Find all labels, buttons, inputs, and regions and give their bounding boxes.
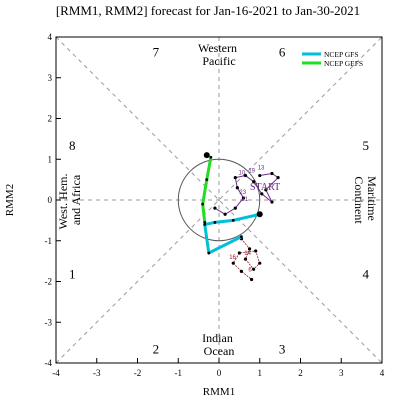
ensemble-point — [252, 267, 256, 271]
start-label: START — [250, 182, 280, 193]
ensemble-day-label: 6 — [248, 267, 252, 273]
region-labels: Western Pacific Indian Ocean Maritime Co… — [56, 41, 379, 358]
observed-track — [214, 172, 279, 215]
observed-day-label: 31 — [241, 197, 248, 203]
x-tick-label: 4 — [380, 368, 385, 378]
legend-label-gefs: NCEP GEFS — [324, 59, 363, 68]
phase-number-5: 5 — [362, 138, 369, 153]
region-label-western-pacific: Western Pacific — [198, 41, 240, 68]
observed-point — [260, 192, 264, 196]
observed-point — [241, 196, 246, 200]
x-tick-label: 2 — [298, 368, 303, 378]
legend: NCEP GFS NCEP GEFS — [302, 50, 363, 68]
ensemble-point — [239, 269, 244, 273]
series-line-gfs — [203, 212, 261, 255]
series-point-gfs — [203, 223, 207, 226]
observed-point — [235, 186, 239, 190]
x-tick-label: -4 — [52, 368, 60, 378]
observed-point — [276, 175, 280, 180]
phase-guides — [55, 36, 383, 364]
y-tick-label: -2 — [45, 277, 53, 287]
y-tick-label: 4 — [48, 32, 53, 42]
observed-day-label: 19 — [248, 168, 255, 174]
ensemble-day-label: 14 — [244, 251, 251, 257]
y-tick-label: -1 — [45, 236, 53, 246]
series-point-gefs — [201, 202, 205, 206]
x-tick-label: -2 — [134, 368, 142, 378]
phase-number-6: 6 — [279, 44, 286, 59]
series-point-gefs — [205, 178, 209, 182]
region-label-maritime-continent: Maritime Continent — [352, 176, 379, 224]
series-point-gefs — [209, 155, 213, 159]
y-tick-label: 2 — [48, 114, 53, 124]
phase-number-1: 1 — [69, 266, 76, 281]
x-axis-ticks: -4 -3 -2 -1 0 1 2 3 4 — [52, 358, 385, 378]
y-axis-ticks: -4 -3 -2 -1 0 1 2 3 4 — [45, 32, 61, 368]
phase-number-2: 2 — [153, 342, 160, 357]
region-label-indian-ocean: Indian Ocean — [202, 331, 236, 358]
unit-circle — [177, 158, 261, 242]
series-point-gfs — [207, 251, 211, 255]
y-tick-label: -3 — [45, 317, 53, 327]
ensemble-point — [243, 257, 248, 261]
x-tick-label: 1 — [258, 368, 263, 378]
phase-number-7: 7 — [153, 44, 160, 59]
observed-day-label: 13 — [258, 165, 265, 171]
x-tick-label: 3 — [339, 368, 344, 378]
phase-guide-diagonal-1 — [55, 36, 383, 364]
observed-point — [233, 206, 237, 210]
observed-point — [233, 175, 237, 180]
legend-label-gfs: NCEP GFS — [324, 50, 359, 59]
series-point-gfs — [213, 221, 217, 224]
x-axis-label: RMM1 — [203, 386, 235, 398]
ensemble-point — [231, 261, 235, 265]
observed-point — [252, 180, 256, 184]
y-tick-label: -4 — [45, 358, 53, 368]
observed-day-label: 10 — [239, 171, 246, 177]
ensemble-point — [258, 261, 262, 265]
phase-number-4: 4 — [362, 266, 369, 281]
region-label-west-hem-africa: West. Hem. and Africa — [56, 170, 83, 229]
chart-title: [RMM1, RMM2] forecast for Jan-16-2021 to… — [56, 3, 360, 18]
x-tick-label: -3 — [93, 368, 101, 378]
phase-number-8: 8 — [69, 138, 76, 153]
observed-point — [223, 212, 227, 216]
series-point-gfs — [231, 218, 235, 222]
observed-point — [270, 171, 274, 176]
ensemble-day-label: 16 — [229, 255, 236, 261]
observed-day-label: 23 — [239, 190, 246, 196]
observed-point — [243, 173, 248, 178]
phase-number-3: 3 — [279, 342, 286, 357]
ensemble-point — [237, 251, 241, 255]
series-end-marker-gfs — [256, 211, 263, 218]
x-tick-label: 0 — [217, 368, 222, 378]
ensemble-point — [250, 277, 254, 282]
series-end-marker-gefs — [203, 152, 210, 159]
ensemble-point — [247, 247, 252, 251]
ensemble-point — [254, 249, 258, 253]
y-axis-label: RMM2 — [4, 184, 16, 216]
y-tick-label: 3 — [48, 73, 53, 83]
y-tick-label: 0 — [48, 195, 53, 205]
observed-point — [270, 200, 274, 204]
observed-point — [264, 188, 268, 192]
observed-point — [213, 206, 217, 210]
series-point-gefs — [203, 221, 207, 224]
y-tick-label: 1 — [48, 154, 53, 164]
x-tick-label: -1 — [175, 368, 183, 378]
ensemble-track — [232, 238, 261, 280]
phase-guide-diagonal-2 — [55, 36, 383, 364]
series-point-gfs — [240, 235, 243, 239]
observed-point — [258, 173, 262, 178]
series-line-gefs — [201, 156, 213, 223]
